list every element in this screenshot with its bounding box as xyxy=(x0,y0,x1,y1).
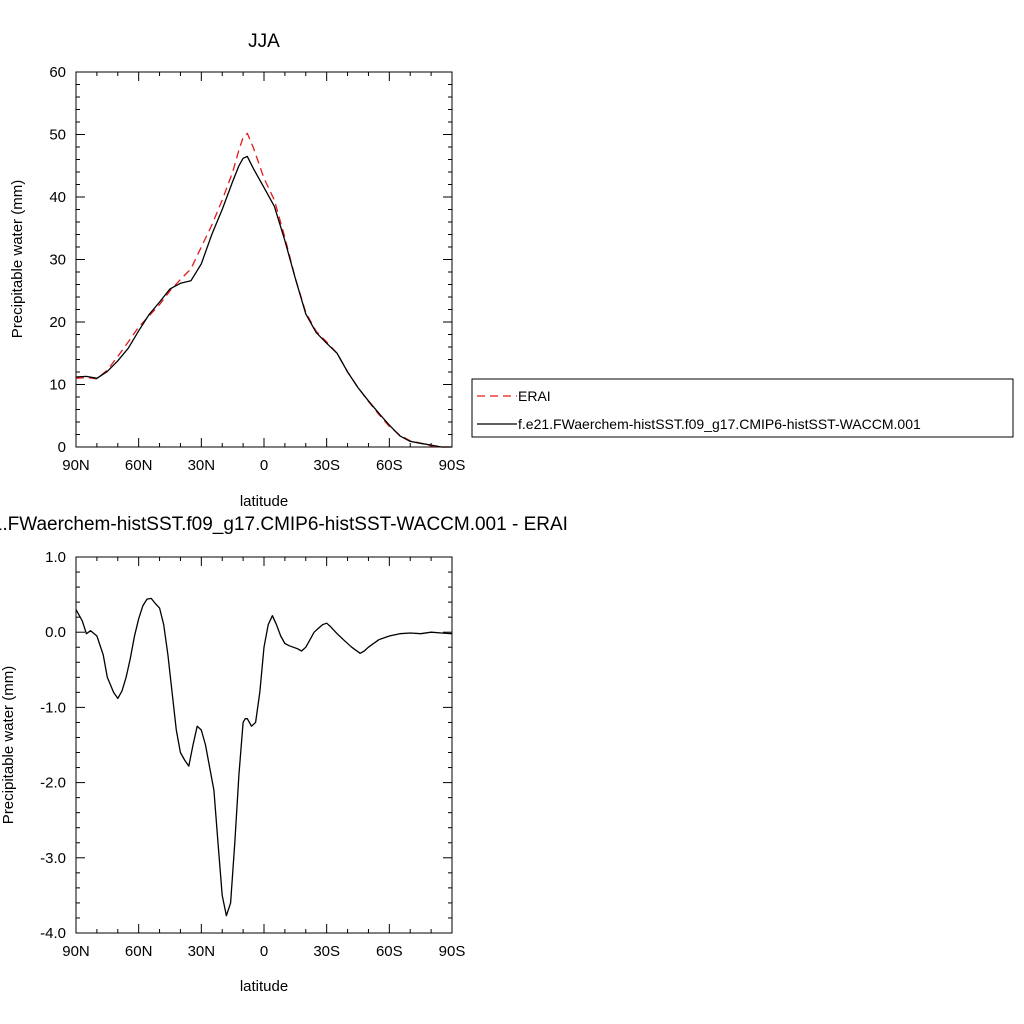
x-tick-label: 30N xyxy=(188,457,216,474)
series-line-0 xyxy=(75,132,452,448)
legend: ERAI f.e21.FWaerchem-histSST.f09_g17.CMI… xyxy=(471,378,1014,438)
y-tick-label: -2.0 xyxy=(40,775,66,792)
x-tick-label: 0 xyxy=(260,943,268,960)
x-tick-label: 90N xyxy=(62,457,90,474)
x-tick-label: 90S xyxy=(439,943,466,960)
y-tick-label: -3.0 xyxy=(40,850,66,867)
x-axis-label: latitude xyxy=(240,978,288,995)
y-tick-label: 50 xyxy=(49,127,66,144)
tick-marks xyxy=(75,556,453,934)
y-tick-label: -4.0 xyxy=(40,925,66,942)
chart-title: JJA xyxy=(248,31,280,52)
y-tick-labels: 0 10 20 30 40 50 60 xyxy=(49,64,66,456)
y-tick-label: 30 xyxy=(49,252,66,269)
y-tick-label: 10 xyxy=(49,377,66,394)
difference-title: f.e21.FWaerchem-histSST.f09_g17.CMIP6-hi… xyxy=(0,514,568,535)
x-tick-label: 60N xyxy=(125,457,153,474)
y-tick-label: 0.0 xyxy=(45,624,66,641)
y-tick-label: 1.0 xyxy=(45,549,66,566)
x-tick-labels: 90N 60N 30N 0 30S 60S 90S xyxy=(62,943,465,960)
plot-frame xyxy=(75,556,453,934)
y-axis-label: Precipitable water (mm) xyxy=(9,180,26,338)
y-tick-label: 40 xyxy=(49,189,66,206)
series-lines xyxy=(75,132,452,448)
legend-frame xyxy=(471,378,1014,438)
difference-panel: f.e21.FWaerchem-histSST.f09_g17.CMIP6-hi… xyxy=(0,514,568,995)
x-tick-label: 60N xyxy=(125,943,153,960)
x-tick-label: 30N xyxy=(188,943,216,960)
x-tick-label: 30S xyxy=(313,457,340,474)
precipitable-water-panel: JJA 90N 60N 30N 0 30S 60S 90S 0 10 20 30 40 50 60 la… xyxy=(9,31,465,510)
plot-frame xyxy=(75,71,453,448)
x-tick-label: 0 xyxy=(260,457,268,474)
x-tick-label: 30S xyxy=(313,943,340,960)
y-tick-label: 0 xyxy=(58,439,66,456)
series-lines xyxy=(75,597,453,917)
x-tick-label: 90S xyxy=(439,457,466,474)
x-tick-labels: 90N 60N 30N 0 30S 60S 90S xyxy=(62,457,465,474)
legend-label-model: f.e21.FWaerchem-histSST.f09_g17.CMIP6-hi… xyxy=(518,416,921,432)
x-tick-label: 60S xyxy=(376,943,403,960)
y-axis-label: Precipitable water (mm) xyxy=(0,666,17,824)
y-tick-label: 20 xyxy=(49,314,66,331)
tick-marks xyxy=(75,71,453,448)
y-tick-label: -1.0 xyxy=(40,699,66,716)
x-axis-label: latitude xyxy=(240,493,288,510)
y-tick-labels: 1.0 0.0 -1.0 -2.0 -3.0 -4.0 xyxy=(40,549,66,942)
y-tick-label: 60 xyxy=(49,64,66,81)
x-tick-label: 90N xyxy=(62,943,90,960)
series-line-1 xyxy=(75,155,452,448)
legend-label-erai: ERAI xyxy=(518,388,551,404)
series-line-0 xyxy=(75,597,453,917)
x-tick-label: 60S xyxy=(376,457,403,474)
